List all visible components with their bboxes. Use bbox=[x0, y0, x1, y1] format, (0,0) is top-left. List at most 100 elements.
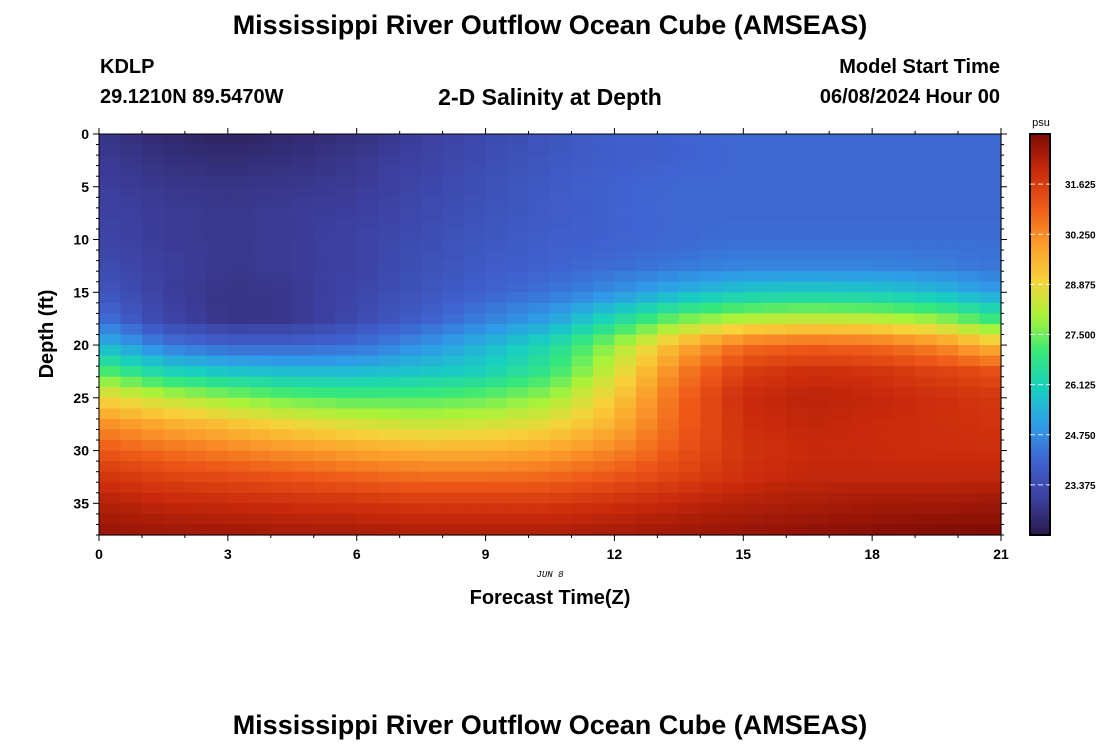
heatmap-cell bbox=[958, 260, 981, 272]
heatmap-cell bbox=[893, 134, 916, 146]
heatmap-cell bbox=[270, 418, 293, 431]
heatmap-cell bbox=[786, 440, 809, 452]
heatmap-cell bbox=[786, 376, 809, 388]
colorbar-segment bbox=[1030, 227, 1050, 232]
heatmap-cell bbox=[206, 461, 229, 473]
heatmap-cell bbox=[721, 408, 744, 420]
heatmap-cell bbox=[721, 471, 744, 483]
colorbar-tick-label: 26.125 bbox=[1065, 381, 1096, 392]
heatmap-cell bbox=[206, 239, 229, 251]
heatmap-cell bbox=[442, 134, 465, 146]
station-id: KDLP bbox=[100, 56, 155, 78]
heatmap-cell bbox=[206, 218, 229, 230]
heatmap-cell bbox=[786, 176, 809, 188]
heatmap-cell bbox=[743, 176, 766, 188]
heatmap-cell bbox=[184, 165, 207, 177]
heatmap-cell bbox=[485, 492, 508, 504]
heatmap-cell bbox=[141, 334, 165, 346]
heatmap-cell bbox=[936, 366, 959, 378]
heatmap-cell bbox=[678, 503, 701, 515]
colorbar-segment bbox=[1030, 284, 1050, 289]
heatmap-cell bbox=[227, 155, 250, 167]
heatmap-cell bbox=[120, 492, 143, 504]
heatmap-cell bbox=[743, 450, 766, 462]
heatmap-cell bbox=[979, 239, 1002, 251]
heatmap-cell bbox=[786, 260, 809, 272]
x-tick-label: 21 bbox=[993, 546, 1009, 562]
heatmap-cell bbox=[335, 387, 358, 399]
heatmap-cell bbox=[507, 524, 530, 536]
heatmap-cell bbox=[635, 440, 658, 452]
heatmap-cell bbox=[550, 345, 573, 357]
heatmap-cell bbox=[399, 292, 422, 304]
heatmap-cell bbox=[936, 207, 959, 220]
heatmap-cell bbox=[915, 471, 938, 483]
heatmap-cell bbox=[249, 228, 272, 241]
heatmap-cell bbox=[270, 482, 293, 494]
heatmap-cell bbox=[915, 134, 938, 146]
heatmap-cell bbox=[550, 461, 573, 473]
heatmap-cell bbox=[807, 482, 830, 494]
heatmap-cell bbox=[743, 334, 766, 346]
heatmap-cell bbox=[356, 313, 379, 325]
heatmap-cell bbox=[270, 281, 293, 293]
x-tick-label: 15 bbox=[735, 546, 751, 562]
heatmap-cell bbox=[936, 503, 959, 515]
heatmap-cell bbox=[700, 134, 723, 146]
colorbar-segment bbox=[1030, 444, 1050, 449]
heatmap-cell bbox=[550, 397, 573, 409]
colorbar-segment bbox=[1030, 478, 1050, 483]
heatmap-cell bbox=[464, 366, 487, 378]
heatmap-cell bbox=[958, 387, 981, 399]
heatmap-cell bbox=[550, 302, 573, 314]
heatmap-cell bbox=[786, 345, 809, 357]
heatmap-cell bbox=[292, 228, 315, 241]
heatmap-cell bbox=[936, 334, 959, 346]
heatmap-cell bbox=[485, 186, 508, 198]
heatmap-cell bbox=[120, 313, 143, 325]
heatmap-cell bbox=[936, 492, 959, 504]
heatmap-cell bbox=[614, 155, 637, 167]
heatmap-cell bbox=[635, 218, 658, 230]
heatmap-cell bbox=[464, 408, 487, 420]
heatmap-cell bbox=[356, 366, 379, 378]
heatmap-cell bbox=[936, 302, 959, 314]
heatmap-cell bbox=[99, 292, 122, 304]
heatmap-cell bbox=[141, 440, 165, 452]
heatmap-cell bbox=[657, 313, 680, 325]
heatmap-cell bbox=[550, 503, 573, 515]
heatmap-cell bbox=[378, 492, 401, 504]
heatmap-cell bbox=[442, 397, 465, 409]
heatmap-cell bbox=[979, 429, 1002, 441]
heatmap-cell bbox=[120, 281, 143, 293]
heatmap-cell bbox=[163, 228, 186, 241]
heatmap-cell bbox=[700, 260, 723, 272]
heatmap-cell bbox=[872, 492, 895, 504]
heatmap-cell bbox=[721, 418, 744, 431]
heatmap-cell bbox=[700, 323, 723, 336]
heatmap-cell bbox=[979, 513, 1002, 526]
heatmap-cell bbox=[915, 271, 938, 283]
heatmap-cell bbox=[528, 429, 551, 441]
heatmap-cell bbox=[764, 461, 787, 473]
colorbar-segment bbox=[1030, 174, 1050, 179]
heatmap-cell bbox=[850, 134, 873, 146]
heatmap-cell bbox=[507, 186, 530, 198]
heatmap-cell bbox=[184, 482, 207, 494]
colorbar-segment bbox=[1030, 484, 1050, 489]
colorbar-segment bbox=[1030, 394, 1050, 399]
heatmap-cell bbox=[700, 165, 723, 177]
heatmap-cell bbox=[464, 239, 487, 251]
heatmap-cell bbox=[743, 492, 766, 504]
heatmap-cell bbox=[614, 492, 637, 504]
heatmap-cell bbox=[829, 429, 852, 441]
heatmap-cell bbox=[678, 313, 701, 325]
heatmap-cell bbox=[592, 323, 616, 336]
heatmap-cell bbox=[550, 260, 573, 272]
heatmap-cell bbox=[270, 134, 293, 146]
heatmap-cell bbox=[464, 197, 487, 209]
heatmap-cell bbox=[764, 176, 787, 188]
heatmap-cell bbox=[893, 376, 916, 388]
heatmap-cell bbox=[657, 397, 680, 409]
heatmap-cell bbox=[399, 355, 422, 367]
